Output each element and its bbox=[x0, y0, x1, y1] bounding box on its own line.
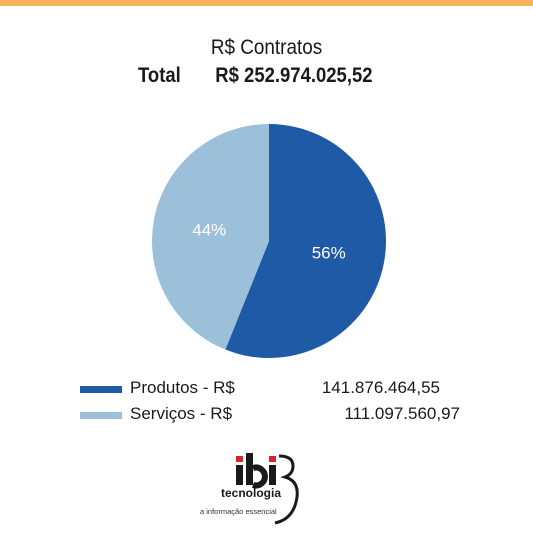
legend-value-produtos: 141.876.464,55 bbox=[321, 378, 440, 397]
logo-tagline: a informação essencial bbox=[200, 507, 277, 516]
pie-chart: 56% 44% bbox=[151, 124, 386, 358]
legend-swatch-servicos bbox=[80, 412, 122, 419]
legend-label-produtos: Produtos - R$ bbox=[130, 378, 235, 397]
logo-subtitle: tecnologia bbox=[221, 486, 281, 500]
pie-label-produtos: 56% bbox=[312, 244, 346, 263]
legend-label-servicos: Serviços - R$ bbox=[130, 404, 233, 423]
logo-mark bbox=[236, 453, 299, 525]
pie-slice-produtos bbox=[225, 124, 386, 358]
total-label: Total bbox=[138, 64, 181, 87]
pie-label-servicos: 44% bbox=[192, 220, 226, 239]
legend-value-servicos: 111.097.560,97 bbox=[344, 404, 460, 423]
legend-swatch-produtos bbox=[80, 386, 122, 393]
total-row: Total R$ 252.974.025,52 bbox=[138, 64, 373, 88]
pie-slice-servicos bbox=[151, 124, 269, 350]
legend-item-servicos: Serviços - R$ 111.097.560,97 bbox=[80, 404, 460, 428]
ibi-logo: tecnologia a informação essencial bbox=[200, 453, 299, 525]
legend-item-produtos: Produtos - R$ 141.876.464,55 bbox=[80, 378, 460, 402]
total-value: R$ 252.974.025,52 bbox=[215, 64, 373, 87]
chart-title: R$ Contratos bbox=[210, 36, 323, 59]
top-accent-bar bbox=[0, 0, 533, 6]
